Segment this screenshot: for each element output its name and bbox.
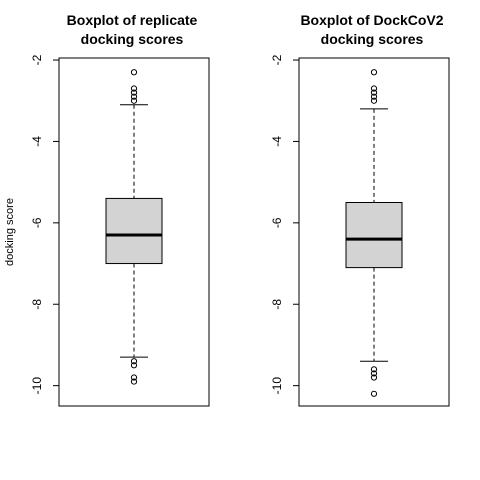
y-tick-label: -6 (30, 217, 44, 228)
panel-dockcov2: Boxplot of DockCoV2 docking scores -2 -4 -6 -… (270, 12, 450, 407)
outlier-point (370, 390, 378, 397)
y-tick-label: -6 (270, 217, 284, 228)
plot-title-line: Boxplot of replicate (67, 12, 198, 28)
plot-frame (298, 57, 450, 407)
iqr-box (105, 197, 163, 265)
y-tick-label: -10 (30, 377, 44, 395)
iqr-box (345, 201, 403, 269)
outlier-point (130, 358, 138, 365)
outlier-point (370, 89, 378, 96)
outlier-point (370, 93, 378, 100)
outlier-point (130, 374, 138, 381)
outlier-point (130, 93, 138, 100)
outlier-point (130, 378, 138, 385)
outlier-point (130, 97, 138, 104)
plot-title-line: docking scores (321, 31, 424, 47)
y-tick-label: -2 (270, 54, 284, 65)
plot-title-line: Boxplot of DockCoV2 (300, 12, 443, 28)
plot-title-line: docking scores (81, 31, 184, 47)
y-axis-label: docking score (4, 198, 16, 266)
outlier-point (130, 85, 138, 92)
plot-frame (58, 57, 210, 407)
outlier-point (130, 362, 138, 369)
outlier-point (130, 89, 138, 96)
outlier-point (370, 370, 378, 377)
y-tick-label: -4 (270, 136, 284, 147)
outlier-point (370, 69, 378, 76)
y-tick-label: -8 (270, 299, 284, 310)
y-tick-label: -2 (30, 54, 44, 65)
outlier-point (370, 366, 378, 373)
y-tick-label: -4 (30, 136, 44, 147)
panel-replicate: Boxplot of replicate docking scores -2 -4 -6… (30, 12, 210, 407)
outlier-point (130, 69, 138, 76)
outlier-point (370, 97, 378, 104)
outlier-point (370, 374, 378, 381)
y-tick-label: -8 (30, 299, 44, 310)
y-tick-label: -10 (270, 377, 284, 395)
outlier-point (370, 85, 378, 92)
